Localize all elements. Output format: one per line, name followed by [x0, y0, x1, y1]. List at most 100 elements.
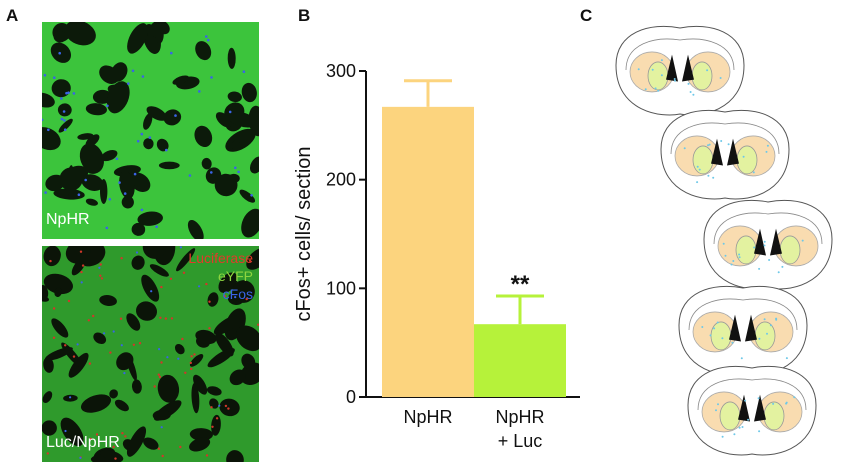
marker-dot [121, 432, 124, 435]
injection-region [735, 235, 757, 265]
cfos-dot [673, 78, 676, 80]
cfos-dot [720, 140, 723, 142]
marker-dot [169, 277, 173, 280]
legend-luciferase: Luciferase [188, 250, 253, 266]
marker-dot [138, 342, 142, 345]
cfos-dot [719, 77, 722, 79]
tissue-hole [80, 394, 112, 413]
marker-dot [198, 90, 201, 93]
marker-dot [205, 454, 209, 457]
marker-dot [179, 246, 182, 249]
cfos-dot [721, 337, 724, 340]
marker-dot [237, 170, 240, 174]
tissue-hole [48, 249, 61, 266]
marker-dot [84, 178, 87, 182]
cfos-dot [801, 239, 804, 242]
tissue-hole [131, 222, 146, 236]
tissue-hole [158, 161, 180, 170]
tissue-hole [176, 248, 196, 272]
tissue-hole [143, 437, 159, 450]
marker-dot [77, 193, 81, 196]
tissue-hole [72, 22, 83, 34]
marker-dot [60, 97, 63, 100]
cfos-dot [696, 165, 699, 168]
tissue-hole [226, 450, 244, 462]
tissue-hole [241, 353, 256, 370]
cfos-dot [772, 402, 775, 405]
micrograph-nphr: NpHR [42, 22, 259, 239]
marker-dot [42, 118, 44, 122]
tissue-hole [187, 219, 204, 239]
marker-dot [112, 445, 115, 449]
cfos-dot [651, 68, 654, 71]
marker-dot [160, 361, 163, 364]
cfos-dot [721, 435, 724, 438]
y-axis-label: cFos+ cells/ section [293, 146, 315, 321]
cfos-dot [742, 155, 745, 158]
tissue-hole [131, 255, 145, 270]
tissue-hole [207, 348, 235, 368]
marker-dot [87, 319, 90, 322]
marker-dot [120, 257, 123, 260]
tissue-hole [211, 414, 221, 436]
cfos-dot [713, 327, 716, 330]
cfos-dot [738, 253, 741, 256]
cfos-dot [715, 409, 717, 412]
tissue-hole [193, 374, 208, 395]
tissue-hole [116, 352, 134, 371]
marker-dot [124, 435, 127, 438]
legend-cfos: cFos [222, 286, 253, 302]
marker-dot [115, 157, 119, 161]
tissue-hole [126, 313, 141, 331]
marker-dot [227, 407, 230, 410]
marker-dot [159, 316, 162, 319]
marker-dot [179, 445, 182, 449]
marker-dot [155, 225, 158, 228]
cfos-dot [683, 147, 686, 150]
tissue-hole [156, 138, 169, 152]
tissue-hole [59, 167, 83, 191]
marker-dot [205, 282, 208, 286]
cfos-dot [712, 176, 715, 179]
cfos-dot [637, 68, 640, 71]
marker-dot [205, 35, 208, 38]
marker-dot [190, 367, 193, 371]
tissue-hole [53, 31, 67, 43]
tissue-hole [99, 65, 119, 84]
tissue-hole [154, 23, 164, 44]
cfos-dot [689, 91, 692, 93]
marker-dot [158, 348, 161, 351]
tissue-hole [229, 369, 246, 386]
cfos-dot [727, 143, 730, 146]
micrograph-luc-nphr-texture [42, 246, 259, 462]
cfos-dot [785, 357, 788, 360]
marker-dot [136, 139, 140, 143]
cfos-dot [724, 254, 727, 257]
marker-dot [60, 117, 64, 121]
tissue-hole [172, 75, 189, 85]
cfos-dot [785, 402, 788, 405]
marker-dot [76, 343, 79, 346]
cfos-dot [716, 321, 719, 324]
micrograph-nphr-label: NpHR [46, 211, 90, 228]
marker-dot [140, 208, 144, 212]
marker-dot [177, 357, 180, 360]
cfos-dot [741, 426, 744, 428]
marker-dot [170, 51, 173, 55]
marker-dot [228, 110, 232, 114]
marker-dot [63, 119, 66, 122]
marker-dot [80, 270, 83, 274]
micrograph-luc-nphr-label: Luc/NpHR [46, 434, 120, 451]
tissue-hole [214, 173, 238, 197]
marker-dot [234, 296, 237, 299]
coronal-section [660, 109, 790, 200]
tissue-hole [81, 174, 104, 191]
bar-nphr-luc [474, 324, 566, 397]
tissue-hole [149, 264, 169, 277]
injection-region [736, 145, 758, 175]
marker-dot [141, 75, 145, 78]
marker-dot [242, 70, 246, 73]
injection-region [647, 61, 669, 91]
section-outline [660, 109, 790, 200]
cfos-dot [660, 74, 663, 77]
